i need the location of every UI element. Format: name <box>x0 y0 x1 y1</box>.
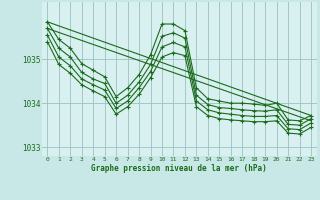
X-axis label: Graphe pression niveau de la mer (hPa): Graphe pression niveau de la mer (hPa) <box>91 164 267 173</box>
